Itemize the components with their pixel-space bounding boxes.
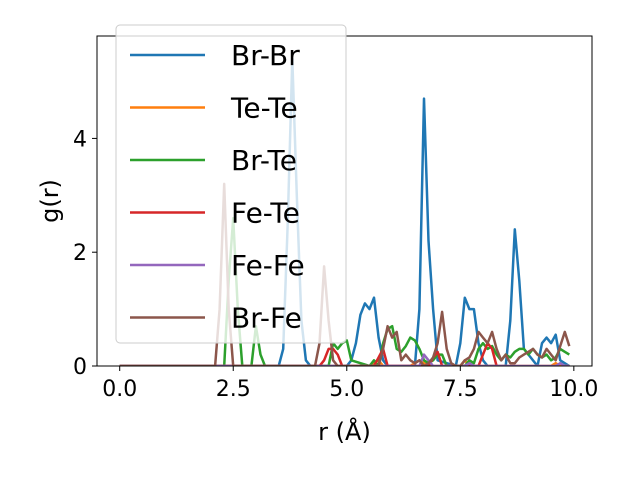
legend-label: Br-Te xyxy=(231,144,297,177)
legend-label: Br-Br xyxy=(231,39,300,72)
x-tick-label: 0.0 xyxy=(102,377,137,402)
series-line-fe-fe xyxy=(119,353,570,366)
y-tick-label: 0 xyxy=(73,355,87,380)
legend-label: Fe-Fe xyxy=(231,249,305,282)
x-tick-label: 5.0 xyxy=(329,377,364,402)
series-line-fe-te xyxy=(119,341,498,366)
series-line-br-br xyxy=(119,57,570,366)
series-layer xyxy=(119,57,571,366)
legend-label: Br-Fe xyxy=(231,302,302,335)
ticks-layer: 0.0 2.5 5.0 7.5 10.0 0 2 4 xyxy=(73,127,598,402)
x-tick-label: 2.5 xyxy=(216,377,251,402)
x-tick-label: 7.5 xyxy=(443,377,478,402)
legend-label: Fe-Te xyxy=(231,197,300,230)
x-tick-label: 10.0 xyxy=(549,377,598,402)
legend: Br-Br Te-Te Br-Te Fe-Te Fe-Fe Br-Fe xyxy=(115,24,347,344)
y-axis-label: g(r) xyxy=(36,179,64,223)
y-tick-label: 4 xyxy=(73,127,87,152)
y-tick-label: 2 xyxy=(73,241,87,266)
legend-label: Te-Te xyxy=(230,92,298,125)
legend-box xyxy=(115,24,347,344)
x-axis-label: r (Å) xyxy=(318,417,371,446)
